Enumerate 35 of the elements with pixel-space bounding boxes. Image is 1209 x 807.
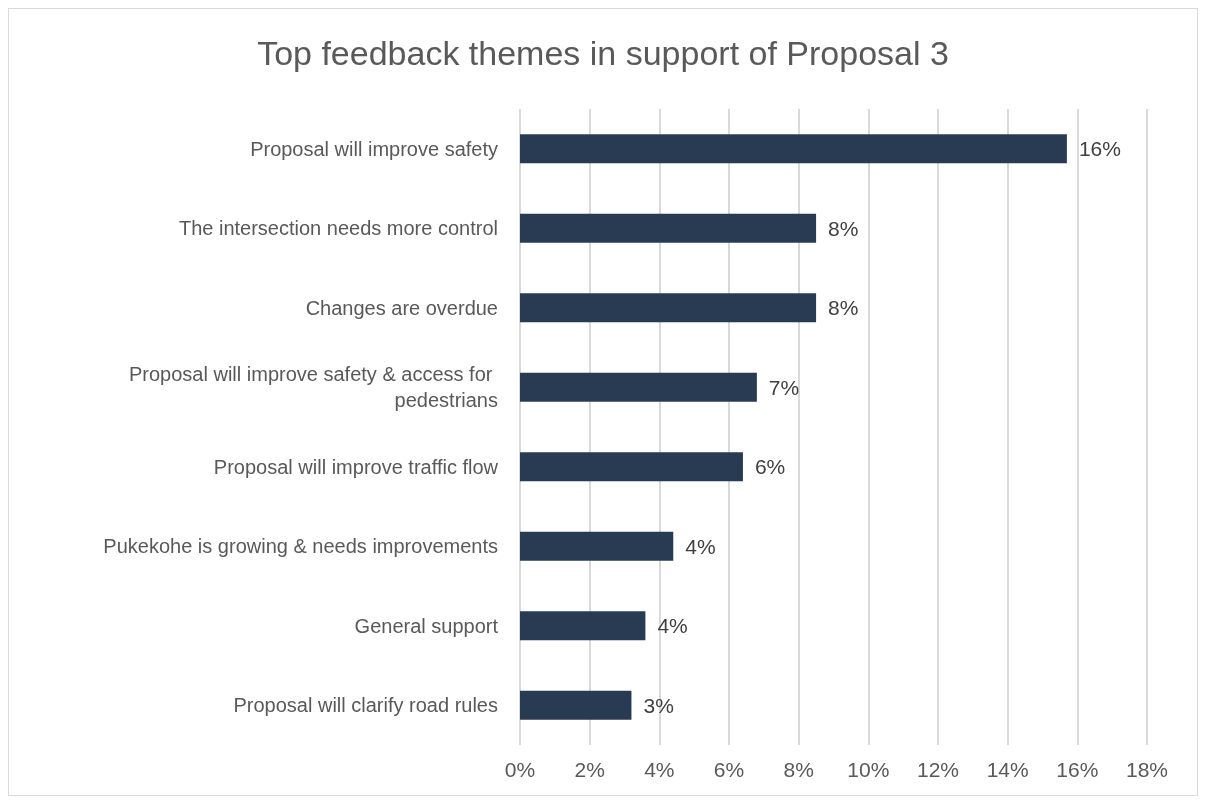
x-tick-label: 10% <box>847 758 890 781</box>
x-tick-label: 14% <box>986 758 1029 781</box>
y-tick-label: Proposal will improve safety <box>250 137 498 160</box>
x-tick-label: 6% <box>713 758 745 781</box>
y-tick-label: Pukekohe is growing & needs improvements <box>103 535 498 558</box>
y-tick-label: The intersection needs more control <box>178 217 498 240</box>
data-label: 8% <box>828 216 859 240</box>
y-tick-label: General support <box>354 614 499 637</box>
data-label: 4% <box>657 614 688 638</box>
x-tick-label: 18% <box>1125 758 1169 781</box>
bar <box>520 531 674 561</box>
bar <box>520 134 1067 164</box>
y-tick-label: Proposal will improve safety & access for pedestrians <box>128 363 498 412</box>
bar <box>520 611 646 641</box>
x-tick-label: 12% <box>916 758 960 781</box>
bar <box>520 213 817 243</box>
bar <box>520 690 632 720</box>
data-label: 4% <box>685 534 716 558</box>
data-label: 3% <box>643 693 674 717</box>
chart-title: Top feedback themes in support of Proposal 3 <box>257 34 949 72</box>
y-tick-label: Proposal will improve traffic flow <box>213 455 499 478</box>
data-label: 6% <box>754 455 786 479</box>
y-tick-label: Proposal will clarify road rules <box>233 694 498 717</box>
bar <box>520 452 743 482</box>
x-tick-label: 4% <box>644 758 675 781</box>
data-label: 7% <box>768 375 800 399</box>
bar <box>520 372 757 402</box>
data-label: 8% <box>828 296 859 320</box>
x-tick-label: 8% <box>783 758 814 781</box>
x-tick-label: 16% <box>1056 758 1099 781</box>
y-tick-label: Changes are overdue <box>305 296 498 319</box>
x-tick-label: 2% <box>574 758 605 781</box>
bar <box>520 293 817 323</box>
x-tick-label: 0% <box>504 758 536 781</box>
data-label: 16% <box>1078 137 1121 161</box>
